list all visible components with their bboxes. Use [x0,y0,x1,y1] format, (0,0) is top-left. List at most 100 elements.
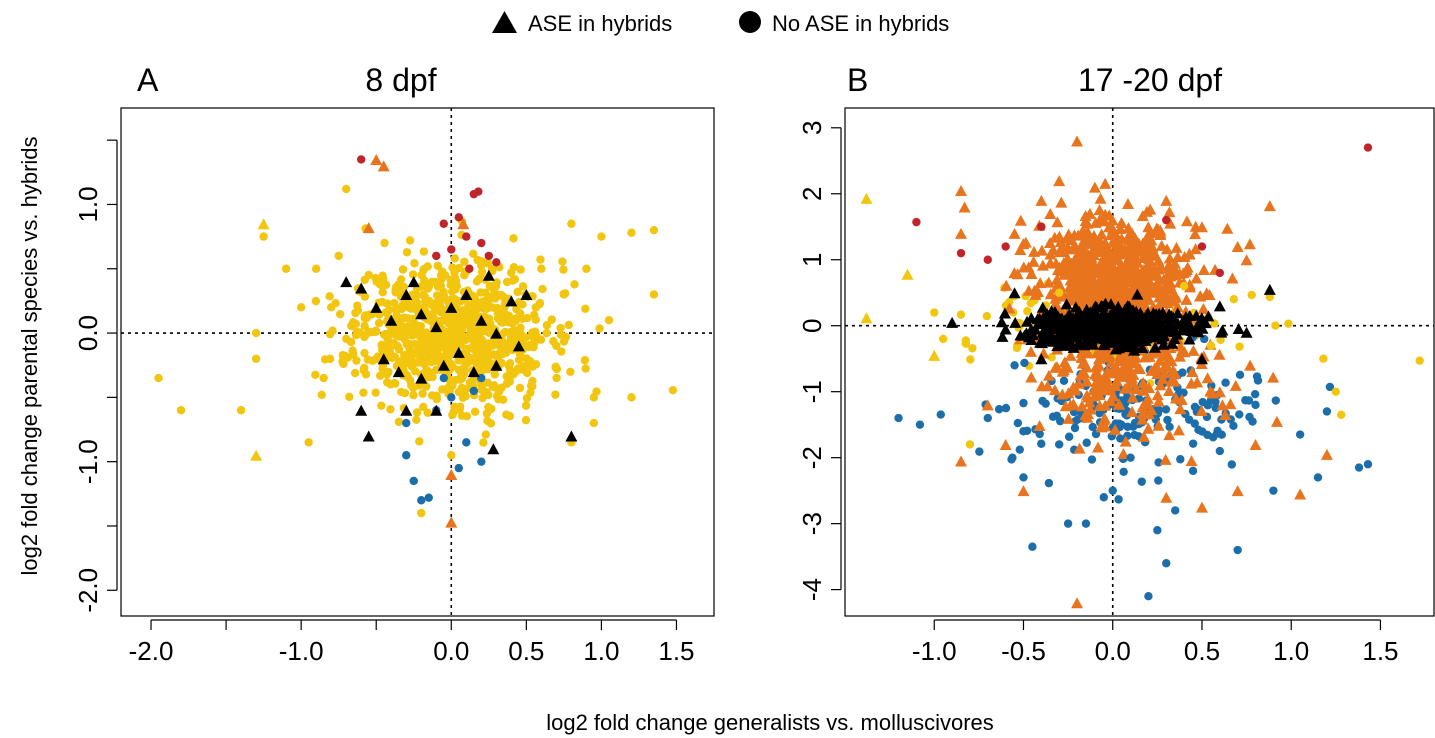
panel-a-cloud-point [557,347,566,356]
panel-b-cloud-point [1052,411,1062,421]
panel-b-cloud-point [1229,421,1238,431]
panel-b-cloud-point [1056,388,1069,400]
panel-a-cloud-point [479,365,489,374]
panel-a-data-point [490,327,503,339]
panel-a-cloud-point [460,257,469,267]
panel-b-data-point [1099,493,1109,502]
panel-a-cloud-point [397,357,407,366]
panel-b-cloud-point [1082,317,1095,329]
panel-b-cloud-point [956,310,966,319]
panel-b-cloud-point [1117,448,1130,460]
panel-a-cloud-point [456,372,466,382]
panel-a-cloud-point [375,371,385,380]
panel-b-cloud-point [1325,382,1335,392]
panel-a-data-point [415,372,428,384]
panel-a-cloud-point [377,340,386,350]
panel-b-cloud-point [1141,230,1154,242]
panel-b-cloud-point [1047,244,1060,256]
panel-b-cloud-point [1169,392,1182,404]
panel-b-cloud-point [1014,244,1027,256]
panel-a-cloud-point [515,383,525,393]
panel-b-cloud-point [1140,205,1153,217]
panel-a-cloud-point [349,350,358,359]
panel-a-cloud-point [528,376,537,386]
panel-b-cloud-point [1022,284,1035,296]
panel-b-cloud-point [1074,338,1087,350]
panel-a-cloud-point [374,318,384,328]
panel-a-cloud-point [564,320,573,330]
panel-a-data-point [259,232,268,241]
panel-b-cloud-point [1176,344,1189,356]
panel-a-data-point [392,366,405,378]
panel-b-cloud-point [1020,358,1029,368]
panel-a-cloud-point [378,287,387,297]
panel-a-cloud-point [415,437,424,446]
panel-a-cloud-point [476,288,485,297]
panel-a-cloud-point [456,339,466,348]
panel-b-cloud-point [1082,438,1091,447]
panel-a-cloud-point [517,331,526,340]
panel-a-cloud-point [410,348,419,358]
panel-b-cloud-point [1025,268,1038,280]
panel-b-x-tick-label: -1.0 [912,636,957,666]
panel-a-cloud-point [450,322,459,331]
panel-b-cloud-point [1137,376,1150,388]
panel-b-plot-frame [844,107,1435,617]
panel-b-data-point [1028,542,1037,551]
panel-a-cloud-point [451,280,460,289]
panel-b-cloud-point [961,339,971,348]
panel-b-cloud-point [1114,223,1127,235]
panel-a-data-point [355,404,368,416]
panel-b-cloud-point [1073,442,1086,454]
panel-a-cloud-point [668,385,678,395]
panel-b-cloud-point [1107,273,1120,285]
panel-a-data-point [565,430,578,442]
panel-b-cloud-point [1059,326,1072,338]
panel-a-cloud-point [536,255,545,264]
panel-b-data-point [1313,473,1323,482]
panel-b-data-point [958,201,971,213]
panel-a-cloud-point [551,362,561,371]
panel-b-cloud-point [1142,259,1155,271]
panel-b-cloud-point [1099,177,1112,189]
panel-a-data-point [552,341,561,351]
panel-b-cloud-point [1143,382,1156,394]
panel-a-cloud-point [423,284,432,293]
panel-a-cloud-point [394,316,403,326]
panel-a-data-point [355,282,368,294]
panel-a-cloud-point [518,282,528,291]
panel-b-data-point [901,268,914,280]
panel-a-cloud-point [447,336,457,346]
panel-a-cloud-point [570,280,579,289]
panel-b-cloud-point [1171,318,1184,330]
panel-a-cloud-point [556,330,565,339]
panel-a-cloud-point [469,342,478,351]
panel-a-cloud-point [409,390,418,400]
panel-a-data-point [417,496,426,505]
panel-b-cloud-point [1235,342,1244,351]
panel-a-cloud-point [480,343,490,352]
panel-b-cloud-point [1116,309,1129,321]
panel-a-cloud-point [547,315,556,324]
panel-b-cloud-point [1195,404,1208,416]
panel-b-cloud-point [1061,310,1074,322]
panel-b-cloud-point [1088,422,1097,432]
panel-a-cloud-point [390,378,399,388]
panel-b-data-point [1263,283,1276,295]
panel-b-cloud-point [1093,389,1106,401]
panel-b-cloud-point [1064,349,1077,361]
panel-a-data-point [462,438,471,447]
panel-a-data-point [512,340,525,352]
panel-a-cloud-point [514,355,524,365]
panel-a-cloud-point [345,392,354,402]
panel-a-cloud-point [412,415,421,424]
panel-a-cloud-point [581,304,590,313]
panel-a-data-point [362,430,375,442]
panel-b-data-point [1008,227,1021,239]
panel-b-cloud-point [1040,335,1053,347]
panel-b-data-point [983,255,992,264]
panel-b-cloud-point [1119,467,1128,477]
panel-b-cloud-point [1025,334,1038,346]
panel-b-cloud-point [1054,245,1067,257]
panel-b-cloud-point [1163,429,1176,441]
